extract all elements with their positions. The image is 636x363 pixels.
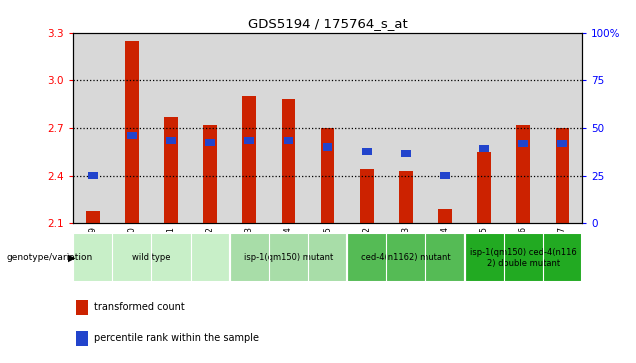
Bar	[230, 33, 269, 223]
Bar	[399, 171, 413, 223]
Bar	[347, 233, 464, 282]
Bar	[360, 169, 373, 223]
Text: transformed count: transformed count	[94, 302, 185, 312]
Bar	[73, 233, 230, 282]
Text: isp-1(qm150) ced-4(n116
2) double mutant: isp-1(qm150) ced-4(n116 2) double mutant	[470, 248, 577, 268]
Bar	[558, 140, 567, 147]
Bar	[76, 300, 88, 315]
Bar	[401, 150, 411, 157]
Bar	[477, 152, 491, 223]
Bar	[230, 233, 347, 282]
Bar	[88, 172, 97, 179]
Bar	[76, 330, 88, 346]
Bar	[322, 143, 333, 151]
Bar	[543, 33, 582, 223]
Bar	[204, 125, 217, 223]
Bar	[386, 33, 425, 223]
Bar	[464, 233, 582, 282]
Text: percentile rank within the sample: percentile rank within the sample	[94, 333, 259, 343]
Bar	[504, 33, 543, 223]
Bar	[191, 33, 230, 223]
Bar	[244, 137, 254, 144]
Bar	[308, 33, 347, 223]
Bar	[73, 33, 113, 223]
Bar	[425, 33, 464, 223]
Text: ▶: ▶	[68, 253, 76, 263]
Text: wild type: wild type	[132, 253, 170, 262]
Bar	[321, 128, 335, 223]
Bar	[151, 33, 191, 223]
Text: genotype/variation: genotype/variation	[6, 253, 93, 262]
Bar	[440, 172, 450, 179]
Bar	[555, 128, 569, 223]
Bar	[127, 132, 137, 139]
Bar	[125, 41, 139, 223]
Bar	[438, 209, 452, 223]
Bar	[166, 137, 176, 144]
Bar	[347, 33, 386, 223]
Text: isp-1(qm150) mutant: isp-1(qm150) mutant	[244, 253, 333, 262]
Title: GDS5194 / 175764_s_at: GDS5194 / 175764_s_at	[247, 17, 408, 30]
Bar	[269, 33, 308, 223]
Text: ced-4(n1162) mutant: ced-4(n1162) mutant	[361, 253, 451, 262]
Bar	[164, 117, 178, 223]
Bar	[113, 33, 151, 223]
Bar	[284, 137, 293, 144]
Bar	[242, 96, 256, 223]
Bar	[479, 145, 489, 152]
Bar	[86, 211, 100, 223]
Bar	[362, 148, 371, 155]
Bar	[282, 99, 295, 223]
Bar	[516, 125, 530, 223]
Bar	[205, 139, 215, 146]
Bar	[464, 33, 504, 223]
Bar	[518, 140, 528, 147]
